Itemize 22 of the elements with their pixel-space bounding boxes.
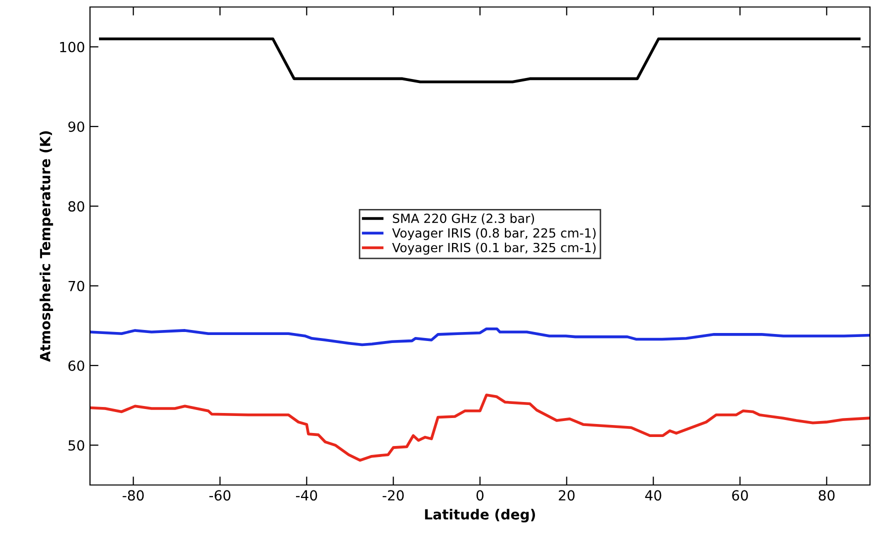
legend-label: Voyager IRIS (0.1 bar, 325 cm-1) bbox=[392, 242, 596, 255]
x-tick-label: 0 bbox=[476, 490, 484, 501]
x-tick-label: -60 bbox=[209, 490, 230, 501]
x-tick-label: 40 bbox=[645, 490, 662, 501]
y-tick-label: 100 bbox=[60, 42, 84, 52]
y-tick-label: 80 bbox=[68, 201, 84, 212]
x-tick-label: -80 bbox=[122, 490, 144, 501]
x-tick-label: -20 bbox=[382, 490, 404, 501]
x-axis-title: Latitude (deg) bbox=[425, 508, 535, 522]
y-tick-label: 90 bbox=[68, 121, 84, 132]
x-tick-label: 80 bbox=[818, 490, 835, 501]
x-tick-label: 20 bbox=[558, 490, 575, 501]
y-tick-label: 50 bbox=[68, 440, 84, 451]
y-axis-title: Atmospheric Temperature (K) bbox=[40, 131, 54, 362]
legend-label: SMA 220 GHz (2.3 bar) bbox=[392, 213, 534, 225]
y-tick-label: 70 bbox=[68, 280, 84, 292]
x-tick-label: 60 bbox=[732, 490, 748, 501]
line-series bbox=[90, 394, 870, 462]
line-series bbox=[90, 327, 870, 346]
y-tick-label: 60 bbox=[68, 360, 84, 371]
legend-label: Voyager IRIS (0.8 bar, 225 cm-1) bbox=[392, 228, 596, 240]
x-tick-label: -40 bbox=[296, 490, 318, 501]
